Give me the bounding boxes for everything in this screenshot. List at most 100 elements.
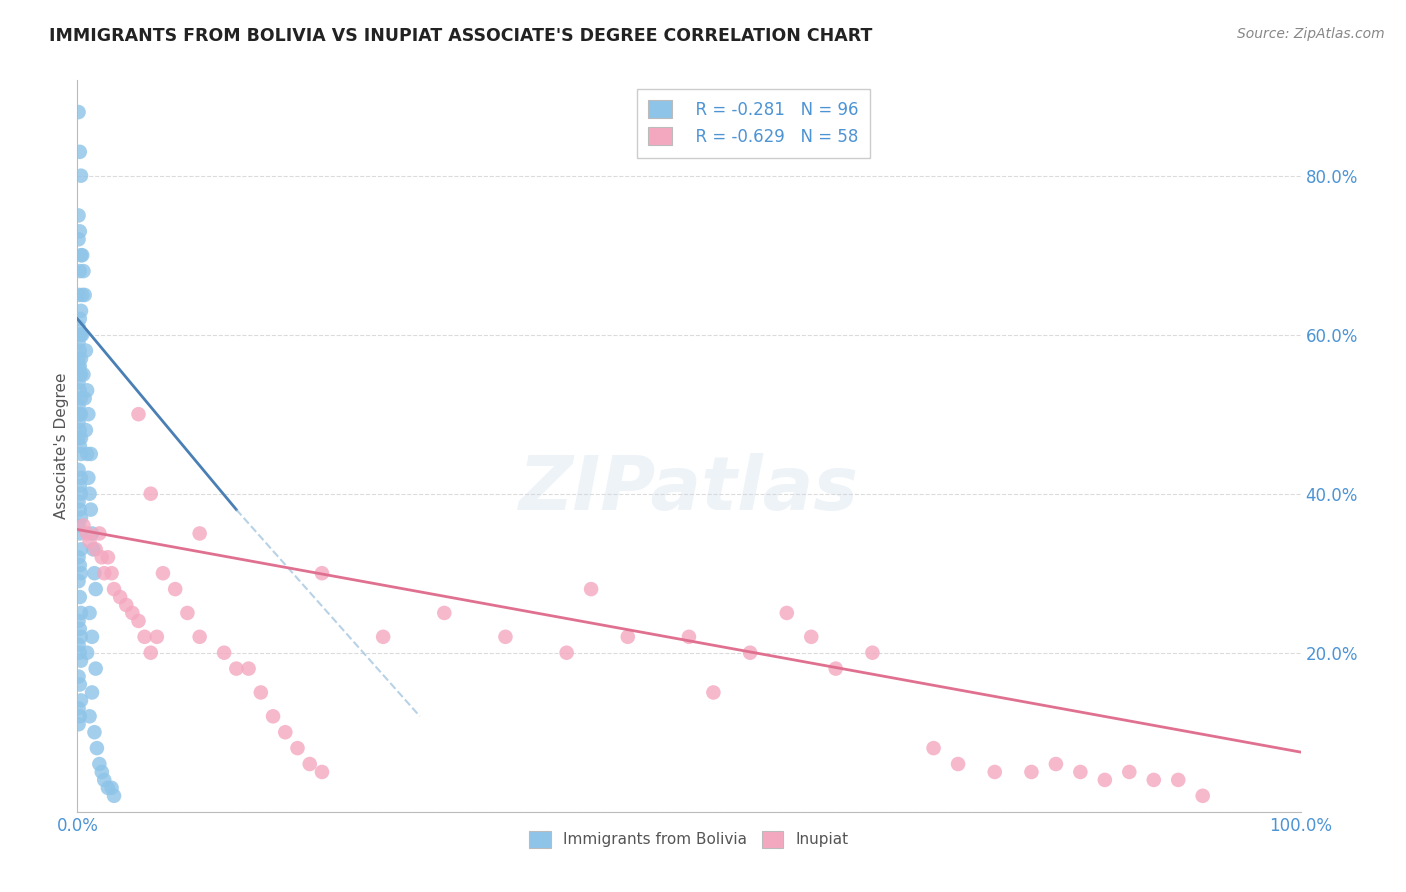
Point xyxy=(67,717,90,731)
Point xyxy=(495,630,517,644)
Point xyxy=(250,685,273,699)
Point xyxy=(70,392,93,406)
Point xyxy=(1191,789,1213,803)
Point xyxy=(67,518,90,533)
Point xyxy=(127,407,149,421)
Point xyxy=(70,288,93,302)
Point xyxy=(76,646,98,660)
Point xyxy=(176,606,198,620)
Point xyxy=(67,614,90,628)
Point xyxy=(80,502,103,516)
Point xyxy=(212,646,235,660)
Point xyxy=(1069,764,1091,779)
Text: Source: ZipAtlas.com: Source: ZipAtlas.com xyxy=(1237,27,1385,41)
Point xyxy=(139,486,162,500)
Point xyxy=(433,606,456,620)
Point xyxy=(311,764,333,779)
Point xyxy=(127,614,149,628)
Legend: Immigrants from Bolivia, Inupiat: Immigrants from Bolivia, Inupiat xyxy=(522,823,856,855)
Point xyxy=(70,407,93,421)
Point xyxy=(69,311,91,326)
Point xyxy=(69,709,91,723)
Point xyxy=(93,566,115,581)
Point xyxy=(1143,772,1166,787)
Point xyxy=(824,662,846,676)
Point xyxy=(70,327,93,342)
Point xyxy=(69,439,91,453)
Point xyxy=(69,368,91,382)
Point xyxy=(69,479,91,493)
Point xyxy=(1118,764,1140,779)
Point xyxy=(80,447,103,461)
Point xyxy=(82,542,104,557)
Point xyxy=(862,646,884,660)
Point xyxy=(67,550,90,565)
Point xyxy=(298,757,321,772)
Point xyxy=(84,542,107,557)
Point xyxy=(67,638,90,652)
Point xyxy=(70,566,93,581)
Point xyxy=(225,662,247,676)
Y-axis label: Associate's Degree: Associate's Degree xyxy=(53,373,69,519)
Point xyxy=(80,630,103,644)
Point xyxy=(67,701,90,715)
Point xyxy=(287,741,309,756)
Point xyxy=(1167,772,1189,787)
Point xyxy=(67,351,90,366)
Point xyxy=(70,368,93,382)
Text: ZIPatlas: ZIPatlas xyxy=(519,453,859,526)
Point xyxy=(579,582,602,596)
Point xyxy=(103,789,125,803)
Point xyxy=(90,764,112,779)
Point xyxy=(76,526,98,541)
Point xyxy=(84,662,107,676)
Point xyxy=(100,566,122,581)
Point xyxy=(70,431,93,445)
Point xyxy=(115,598,138,612)
Point xyxy=(371,630,394,644)
Point xyxy=(67,574,90,589)
Point xyxy=(262,709,284,723)
Point xyxy=(89,757,111,772)
Point xyxy=(702,685,724,699)
Point xyxy=(86,741,108,756)
Point xyxy=(69,343,91,358)
Point xyxy=(946,757,969,772)
Point xyxy=(73,392,96,406)
Point xyxy=(69,423,91,437)
Point xyxy=(70,351,93,366)
Point xyxy=(67,359,90,374)
Point xyxy=(188,526,211,541)
Point xyxy=(67,209,90,223)
Point xyxy=(740,646,762,660)
Point xyxy=(79,606,101,620)
Point xyxy=(69,677,91,691)
Point xyxy=(70,471,93,485)
Point xyxy=(79,709,101,723)
Point xyxy=(70,630,93,644)
Point xyxy=(79,486,101,500)
Point xyxy=(800,630,823,644)
Point xyxy=(83,566,105,581)
Point xyxy=(139,646,162,660)
Point xyxy=(70,447,93,461)
Point xyxy=(72,368,94,382)
Point xyxy=(69,264,91,278)
Point xyxy=(69,407,91,421)
Point xyxy=(69,502,91,516)
Point xyxy=(67,335,90,350)
Point xyxy=(103,582,125,596)
Point xyxy=(69,590,91,604)
Point xyxy=(70,654,93,668)
Point xyxy=(617,630,640,644)
Point xyxy=(70,542,93,557)
Point xyxy=(152,566,174,581)
Point xyxy=(67,319,90,334)
Point xyxy=(70,303,93,318)
Point xyxy=(69,526,91,541)
Point xyxy=(75,423,97,437)
Point xyxy=(79,534,101,549)
Point xyxy=(776,606,799,620)
Point xyxy=(121,606,143,620)
Point xyxy=(188,630,211,644)
